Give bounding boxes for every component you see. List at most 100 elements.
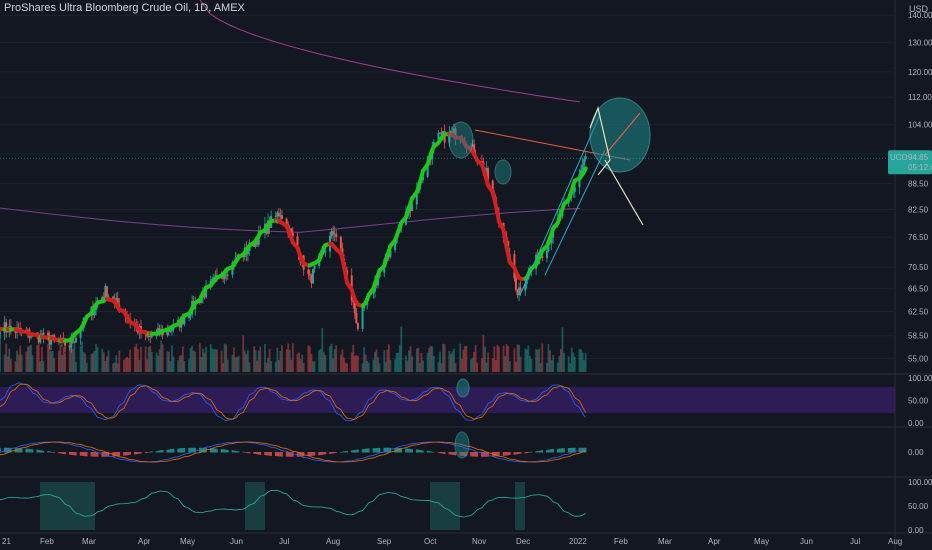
volume-bar (451, 351, 454, 372)
volume-bar (355, 355, 358, 372)
macd-histogram-bar (378, 447, 381, 453)
volume-bar (276, 347, 279, 372)
volume-bar (507, 345, 510, 372)
volume-bar (279, 350, 282, 372)
macd-histogram-bar (226, 449, 229, 453)
highlight-zone (40, 482, 95, 530)
candle-body (580, 169, 583, 174)
macd-histogram-bar (245, 452, 248, 453)
macd-histogram-bar (135, 452, 138, 455)
macd-histogram-bar (129, 452, 131, 455)
macd-histogram-bar (279, 452, 282, 457)
macd-histogram-bar (290, 452, 293, 457)
volume-bar (181, 346, 184, 372)
macd-histogram-bar (319, 452, 322, 456)
volume-bar (254, 349, 257, 372)
currency-label: USD (908, 4, 928, 14)
candle-body (188, 315, 191, 318)
volume-bar (578, 349, 581, 372)
volume-bar (28, 345, 31, 372)
volume-bar (243, 350, 246, 372)
volume-bar (5, 343, 8, 372)
osc1-tick-label: 50.00 (908, 397, 929, 406)
macd-histogram-bar (389, 447, 392, 453)
candle-body (71, 338, 74, 343)
volume-bar (580, 349, 582, 372)
volume-bar (538, 348, 541, 372)
candle-body (246, 251, 249, 255)
volume-bar (569, 363, 572, 372)
macd-histogram-bar (361, 449, 364, 453)
candle-body (5, 322, 8, 331)
x-tick-label: 21 (2, 537, 11, 546)
candle-body (330, 231, 333, 237)
volume-bar (440, 363, 443, 372)
volume-bar (14, 361, 17, 372)
volume-bar (225, 344, 228, 372)
macd-histogram-bar (350, 450, 353, 453)
volume-bar (245, 354, 248, 372)
osc3-tick-label: 50.00 (908, 502, 929, 511)
volume-bar (307, 345, 310, 372)
candle-body (276, 212, 279, 217)
volume-bar (426, 352, 429, 372)
volume-bar (527, 345, 530, 372)
volume-bar (498, 346, 500, 372)
volume-bar (572, 352, 575, 372)
macd-histogram-bar (344, 451, 347, 453)
volume-bar (171, 345, 173, 372)
macd-histogram-bar (276, 452, 279, 457)
macd-histogram-bar (31, 449, 34, 453)
macd-line (0, 441, 586, 463)
macd-histogram-bar (406, 448, 409, 453)
volume-bar (51, 350, 54, 372)
x-tick-label: Jun (800, 537, 813, 546)
volume-bar (107, 350, 110, 372)
macd-histogram-bar (123, 452, 125, 456)
macd-histogram-bar (482, 452, 485, 457)
candle-body (189, 314, 192, 316)
candle-body (310, 275, 313, 284)
candle-body (411, 204, 414, 212)
macd-histogram-bar (253, 452, 255, 454)
volume-bar (550, 360, 553, 372)
candle-body (146, 334, 149, 337)
volume-bar (223, 343, 226, 372)
macd-histogram-bar (552, 448, 554, 453)
macd-histogram-bar (274, 452, 277, 457)
volume-bar (257, 350, 260, 372)
volume-bar (149, 345, 152, 372)
macd-histogram-bar (222, 449, 224, 453)
volume-bar (166, 351, 169, 372)
macd-histogram-bar (27, 448, 29, 453)
macd-histogram-bar (508, 452, 511, 456)
macd-histogram-bar (214, 448, 217, 453)
volume-bar (384, 361, 387, 372)
volume-bar (84, 353, 87, 372)
volume-bar (321, 327, 324, 372)
macd-histogram-bar (82, 452, 85, 457)
candle-body (50, 339, 53, 345)
candle-body (313, 265, 316, 269)
volume-bar (70, 344, 73, 372)
target-circle (589, 97, 651, 173)
volume-bar (470, 359, 472, 372)
volume-bar (437, 361, 440, 372)
volume-bar (535, 349, 537, 372)
macd-histogram-bar (352, 450, 355, 453)
volume-bar (172, 356, 175, 372)
volume-bar (583, 360, 586, 372)
volume-bar (547, 343, 550, 372)
candle-body (74, 337, 77, 343)
macd-histogram-bar (307, 452, 310, 457)
macd-histogram-bar (481, 452, 483, 457)
macd-histogram-bar (462, 452, 465, 456)
macd-histogram-bar (400, 448, 403, 453)
macd-histogram-bar (426, 450, 429, 453)
volume-bar (301, 354, 304, 372)
volume-bar (106, 356, 108, 372)
macd-histogram-bar (231, 450, 234, 453)
candle-body (440, 132, 443, 136)
volume-bar (115, 355, 118, 372)
